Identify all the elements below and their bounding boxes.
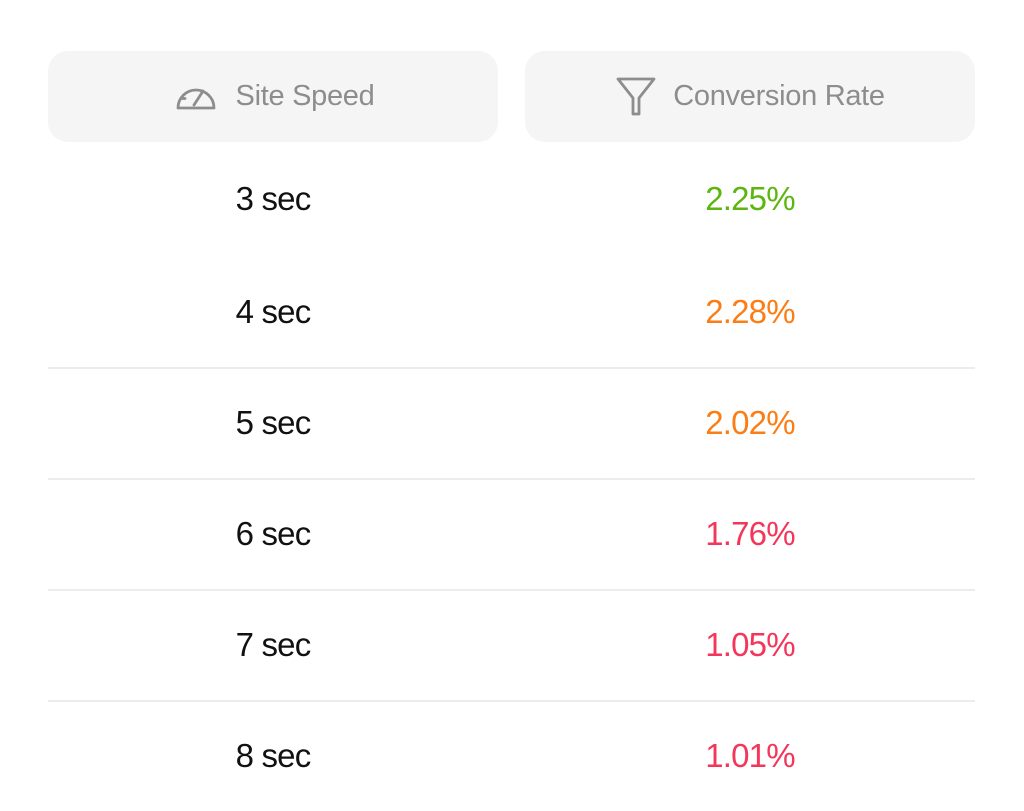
table-header: Site Speed Conversion Rate xyxy=(48,51,975,142)
table-row: 3 sec 2.25% xyxy=(48,142,975,256)
conversion-rate-cell: 2.25% xyxy=(705,180,795,217)
table-row: 4 sec 2.28% xyxy=(48,256,975,367)
site-speed-cell: 5 sec xyxy=(235,403,312,441)
site-speed-cell: 8 sec xyxy=(235,736,312,774)
conversion-rate-cell: 1.01% xyxy=(705,736,795,774)
site-speed-header: Site Speed xyxy=(48,51,498,142)
conversion-rate-header-label: Conversion Rate xyxy=(673,80,885,112)
site-speed-cell: 3 sec xyxy=(235,180,312,217)
conversion-rate-cell: 1.05% xyxy=(705,625,795,663)
conversion-rate-cell: 2.28% xyxy=(705,292,795,330)
speed-conversion-table: Site Speed Conversion Rate 3 sec 2.25% 4… xyxy=(48,51,975,811)
table-row: 6 sec 1.76% xyxy=(48,478,975,589)
table-body: 3 sec 2.25% 4 sec 2.28% 5 sec 2.02% 6 se… xyxy=(48,142,975,811)
table-row: 5 sec 2.02% xyxy=(48,367,975,478)
site-speed-cell: 6 sec xyxy=(235,514,312,552)
conversion-rate-header: Conversion Rate xyxy=(525,51,975,142)
site-speed-cell: 7 sec xyxy=(235,625,312,663)
table-row: 7 sec 1.05% xyxy=(48,589,975,700)
speedometer-icon xyxy=(172,80,220,114)
funnel-icon xyxy=(615,75,657,119)
table-row: 8 sec 1.01% xyxy=(48,700,975,811)
conversion-rate-cell: 1.76% xyxy=(705,514,795,552)
site-speed-header-label: Site Speed xyxy=(235,80,375,112)
conversion-rate-cell: 2.02% xyxy=(705,403,795,441)
site-speed-cell: 4 sec xyxy=(235,292,312,330)
